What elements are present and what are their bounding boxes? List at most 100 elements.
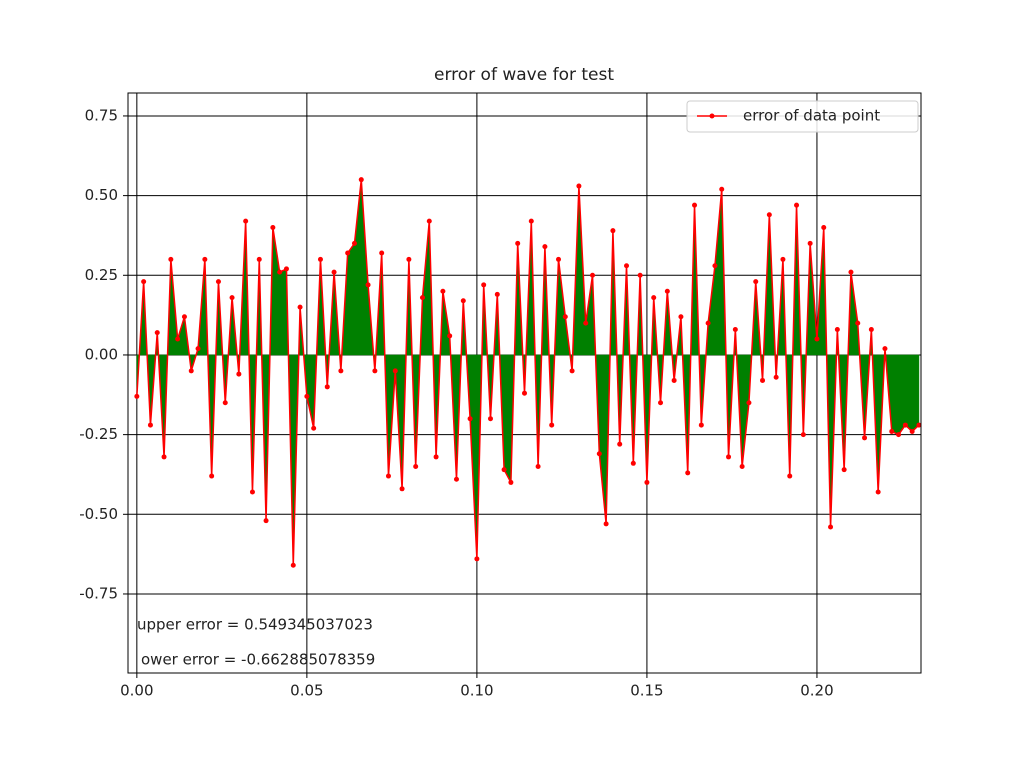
data-point <box>311 425 317 431</box>
data-point <box>596 451 602 457</box>
data-point <box>780 256 786 262</box>
data-point <box>712 263 718 269</box>
data-point <box>760 377 766 383</box>
data-point <box>726 454 732 460</box>
data-point <box>651 295 657 301</box>
data-point <box>562 314 568 320</box>
data-point <box>134 393 140 399</box>
data-point <box>249 489 255 495</box>
y-tick-label: -0.75 <box>79 584 118 602</box>
data-point <box>426 218 432 224</box>
data-point <box>766 212 772 218</box>
data-point <box>229 295 235 301</box>
data-point <box>624 263 630 269</box>
data-point <box>630 460 636 466</box>
x-tick-label: 0.00 <box>120 682 153 700</box>
data-point <box>882 346 888 352</box>
annotation: ower error = -0.662885078359 <box>141 651 375 669</box>
data-point <box>385 473 391 479</box>
data-point <box>705 320 711 326</box>
data-point <box>732 326 738 332</box>
data-point <box>855 320 861 326</box>
data-point <box>522 390 527 396</box>
y-tick-label: -0.25 <box>79 425 118 443</box>
data-point <box>236 371 242 377</box>
data-point <box>154 330 160 336</box>
data-point <box>828 524 834 530</box>
data-point <box>508 479 514 485</box>
data-point <box>263 518 269 524</box>
data-point <box>392 368 398 374</box>
data-point <box>209 473 215 479</box>
data-point <box>515 240 521 246</box>
data-point <box>848 269 854 275</box>
data-point <box>304 393 310 399</box>
data-point <box>841 467 847 473</box>
data-point <box>814 336 820 342</box>
data-point <box>297 304 303 310</box>
data-point <box>916 422 922 428</box>
data-point <box>542 244 548 250</box>
x-tick-label: 0.15 <box>630 682 663 700</box>
data-point <box>787 473 793 479</box>
legend-label: error of data point <box>743 107 880 125</box>
data-point <box>664 288 670 294</box>
data-point <box>358 177 364 183</box>
data-point <box>195 346 201 352</box>
chart-title: error of wave for test <box>434 65 614 85</box>
y-tick-label: 0.50 <box>85 186 118 204</box>
data-point <box>637 272 643 278</box>
data-point <box>175 336 181 342</box>
data-point <box>868 326 874 332</box>
data-point <box>549 422 555 428</box>
data-point <box>889 428 895 434</box>
data-point <box>324 384 330 390</box>
data-point <box>698 422 704 428</box>
data-point <box>535 463 541 469</box>
data-point <box>671 377 677 383</box>
data-point <box>678 314 684 320</box>
data-point <box>576 183 582 189</box>
data-point <box>834 326 840 332</box>
data-point <box>902 422 908 428</box>
data-point <box>494 291 500 297</box>
data-point <box>141 279 147 285</box>
data-point <box>222 400 228 406</box>
data-point <box>644 479 650 485</box>
data-point <box>447 333 453 339</box>
data-point <box>528 218 534 224</box>
x-tick-label: 0.10 <box>460 682 493 700</box>
data-point <box>440 288 446 294</box>
data-point <box>719 186 725 192</box>
data-point <box>188 368 194 374</box>
data-point <box>419 295 425 301</box>
data-point <box>556 256 562 262</box>
data-point <box>413 463 419 469</box>
data-point <box>453 476 459 482</box>
data-point <box>277 269 283 275</box>
data-point <box>753 279 759 285</box>
data-point <box>215 279 221 285</box>
data-point <box>487 416 493 422</box>
legend-marker <box>709 113 715 119</box>
data-point <box>270 224 276 230</box>
data-point <box>283 266 289 272</box>
data-point <box>583 320 589 326</box>
data-point <box>794 202 800 208</box>
data-point <box>746 400 752 406</box>
x-tick-label: 0.05 <box>290 682 323 700</box>
data-point <box>460 298 466 304</box>
data-point <box>692 202 698 208</box>
data-point <box>617 441 623 447</box>
data-point <box>569 368 575 374</box>
data-point <box>168 256 174 262</box>
data-point <box>317 256 323 262</box>
data-point <box>331 269 337 275</box>
data-point <box>807 240 813 246</box>
data-point <box>896 432 902 438</box>
y-tick-label: -0.50 <box>79 505 118 523</box>
y-tick-label: 0.25 <box>85 266 118 284</box>
data-point <box>739 463 745 469</box>
data-point <box>256 256 262 262</box>
data-point <box>351 240 357 246</box>
